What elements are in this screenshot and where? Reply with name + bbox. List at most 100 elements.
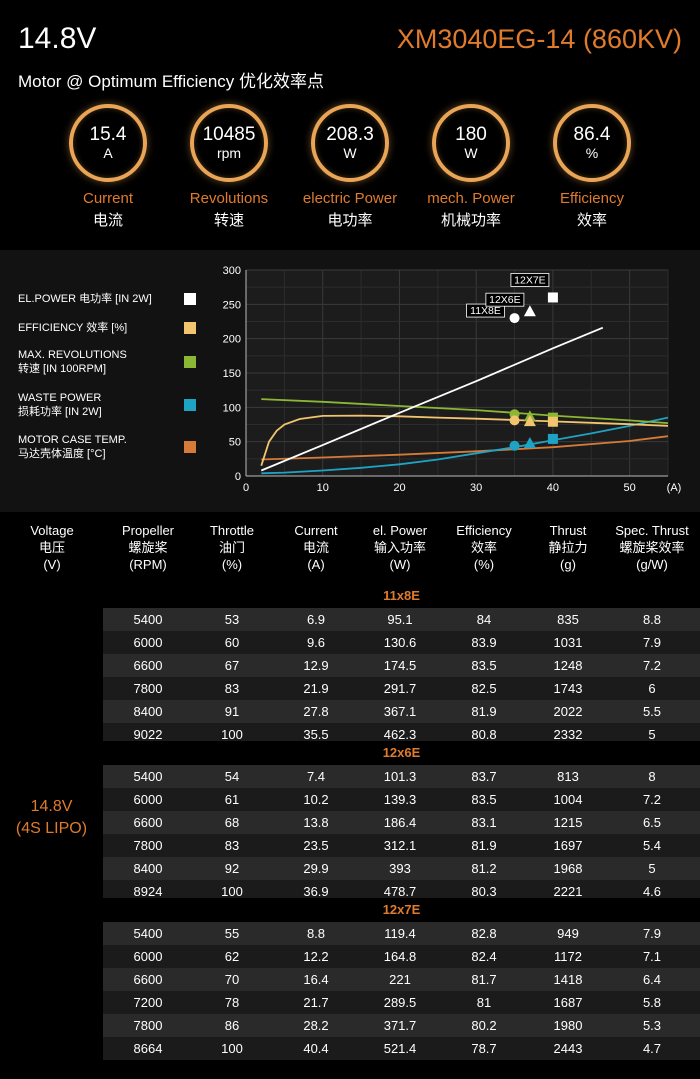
table-row: 6000 61 10.2 139.3 83.5 1004 7.2 — [103, 788, 700, 811]
column-header-cn: 电流 — [302, 540, 329, 555]
x-axis-label: (A) — [667, 482, 682, 494]
stat-efficiency: 86.4% Efficiency 效率 — [537, 104, 647, 230]
propeller-label-box — [485, 292, 525, 307]
table-cell: 80.8 — [471, 727, 497, 742]
table-cell: 1980 — [553, 1018, 583, 1033]
table-cell: 5400 — [133, 612, 163, 627]
y-tick-label: 300 — [223, 265, 241, 277]
table-cell: 5400 — [133, 769, 163, 784]
table-cell: 91 — [224, 704, 240, 719]
table-row: 8400 91 27.8 367.1 81.9 2022 5.5 — [103, 700, 700, 723]
table-row: 6000 62 12.2 164.8 82.4 1172 7.1 — [103, 945, 700, 968]
stat-value: 86.4 — [573, 124, 611, 145]
column-header-cn: 螺旋桨 — [128, 540, 168, 555]
column-header-en: Current — [294, 523, 338, 538]
column-header-cn: 螺旋桨效率 — [619, 540, 685, 555]
stat-label-en: electric Power — [302, 190, 398, 207]
stat-label-cn: 转速 — [213, 212, 244, 229]
column-header-en: el. Power — [372, 523, 428, 538]
table-cell: 86 — [224, 1018, 240, 1033]
chart-panel: EL.POWER 电功率 [IN 2W] EFFICIENCY 效率 [%] MAX… — [0, 250, 700, 512]
y-tick-label: 0 — [235, 471, 241, 483]
column-header-cn: 效率 — [470, 540, 497, 555]
propeller-group-title: 11x8E — [103, 584, 700, 607]
column-header: Thrust 静拉力 (g) — [523, 522, 613, 573]
table-cell: 101.3 — [383, 769, 417, 784]
table-row: 7800 83 23.5 312.1 81.9 1697 5.4 — [103, 834, 700, 857]
y-tick-label: 150 — [223, 368, 241, 380]
table-cell: 7800 — [133, 1018, 163, 1033]
table-cell: 7.2 — [642, 792, 662, 807]
y-tick-label: 200 — [223, 334, 241, 346]
table-cell: 40.4 — [303, 1041, 329, 1056]
table-cell: 2332 — [553, 727, 583, 742]
stat-value: 15.4 — [89, 124, 127, 145]
table-cell: 78 — [224, 995, 240, 1010]
table-cell: 68 — [224, 815, 240, 830]
stat-unit: W — [464, 145, 478, 161]
table-cell: 2022 — [553, 704, 583, 719]
table-cell: 83.5 — [471, 792, 497, 807]
legend-item: WASTE POWER 损耗功率 [IN 2W] — [18, 391, 208, 419]
legend-label-sub: 损耗功率 [IN 2W] — [18, 406, 102, 418]
column-header-en: Efficiency — [456, 523, 512, 538]
column-header: Current 电流 (A) — [271, 522, 361, 573]
propeller-marker-efficiency — [547, 416, 558, 427]
column-header: Propeller 螺旋桨 (RPM) — [103, 522, 193, 573]
table-cell: 4.6 — [642, 884, 662, 899]
table-cell: 1418 — [553, 972, 583, 987]
table-cell: 82.5 — [471, 681, 497, 696]
table-row: 6600 67 12.9 174.5 83.5 1248 7.2 — [103, 654, 700, 677]
table-cell: 5.4 — [642, 838, 662, 853]
y-tick-label: 100 — [223, 402, 241, 414]
stat-ring: 180 W — [432, 104, 510, 182]
propeller-marker-el-power — [547, 292, 558, 303]
table-cell: 8924 — [133, 884, 163, 899]
table-cell: 5.5 — [642, 704, 662, 719]
table-cell: 813 — [557, 769, 579, 784]
legend-swatch — [184, 399, 196, 411]
table-cell: 27.8 — [303, 704, 329, 719]
table-cell: 78.7 — [471, 1041, 497, 1056]
header: 14.8V XM3040EG-14 (860KV) Motor @ Optimu… — [0, 0, 700, 250]
table-cell: 92 — [224, 861, 240, 876]
model-title: XM3040EG-14 (860KV) — [396, 24, 682, 54]
table-cell: 6 — [648, 681, 656, 696]
stat-label-cn: 电功率 — [327, 212, 373, 229]
table-cell: 83.1 — [471, 815, 497, 830]
table-cell: 164.8 — [383, 949, 417, 964]
stat-label-en: Current — [82, 190, 134, 207]
legend-label: WASTE POWER — [18, 392, 102, 404]
propeller-label-box — [510, 273, 550, 287]
table-row: 6600 70 16.4 221 81.7 1418 6.4 — [103, 968, 700, 991]
stat-value: 208.3 — [326, 124, 374, 145]
table-cell: 7.9 — [642, 926, 662, 941]
table-cell: 6000 — [133, 949, 163, 964]
propeller-label: 12X6E — [489, 294, 521, 306]
table-cell: 6000 — [133, 635, 163, 650]
propeller-marker-waste-power — [523, 437, 536, 449]
column-header-unit: (g/W) — [636, 557, 668, 572]
legend-label: MAX. REVOLUTIONS — [18, 349, 127, 361]
propeller-marker-el-power — [523, 305, 536, 317]
legend-swatch — [184, 441, 196, 453]
battery-type: (4S LIPO) — [15, 820, 88, 837]
table-cell: 83.7 — [471, 769, 497, 784]
table-cell: 462.3 — [383, 727, 417, 742]
table-row: 7800 86 28.2 371.7 80.2 1980 5.3 — [103, 1014, 700, 1037]
table-cell: 7.9 — [642, 635, 662, 650]
table-cell: 83.9 — [471, 635, 497, 650]
table-cell: 83.5 — [471, 658, 497, 673]
table-cell: 8400 — [133, 704, 163, 719]
propeller-marker-waste-power — [509, 440, 520, 451]
table-cell: 8.8 — [306, 926, 326, 941]
stat-ring: 15.4 A — [69, 104, 147, 182]
column-header: Throttle 油门 (%) — [187, 522, 277, 573]
table-cell: 36.9 — [303, 884, 329, 899]
legend-label: MOTOR CASE TEMP. — [18, 434, 127, 446]
table-cell: 367.1 — [383, 704, 417, 719]
stat-label-cn: 电流 — [92, 212, 123, 229]
series-line-waste-power — [261, 416, 668, 475]
series-line-el-power — [260, 326, 604, 472]
table-cell: 100 — [221, 1041, 243, 1056]
